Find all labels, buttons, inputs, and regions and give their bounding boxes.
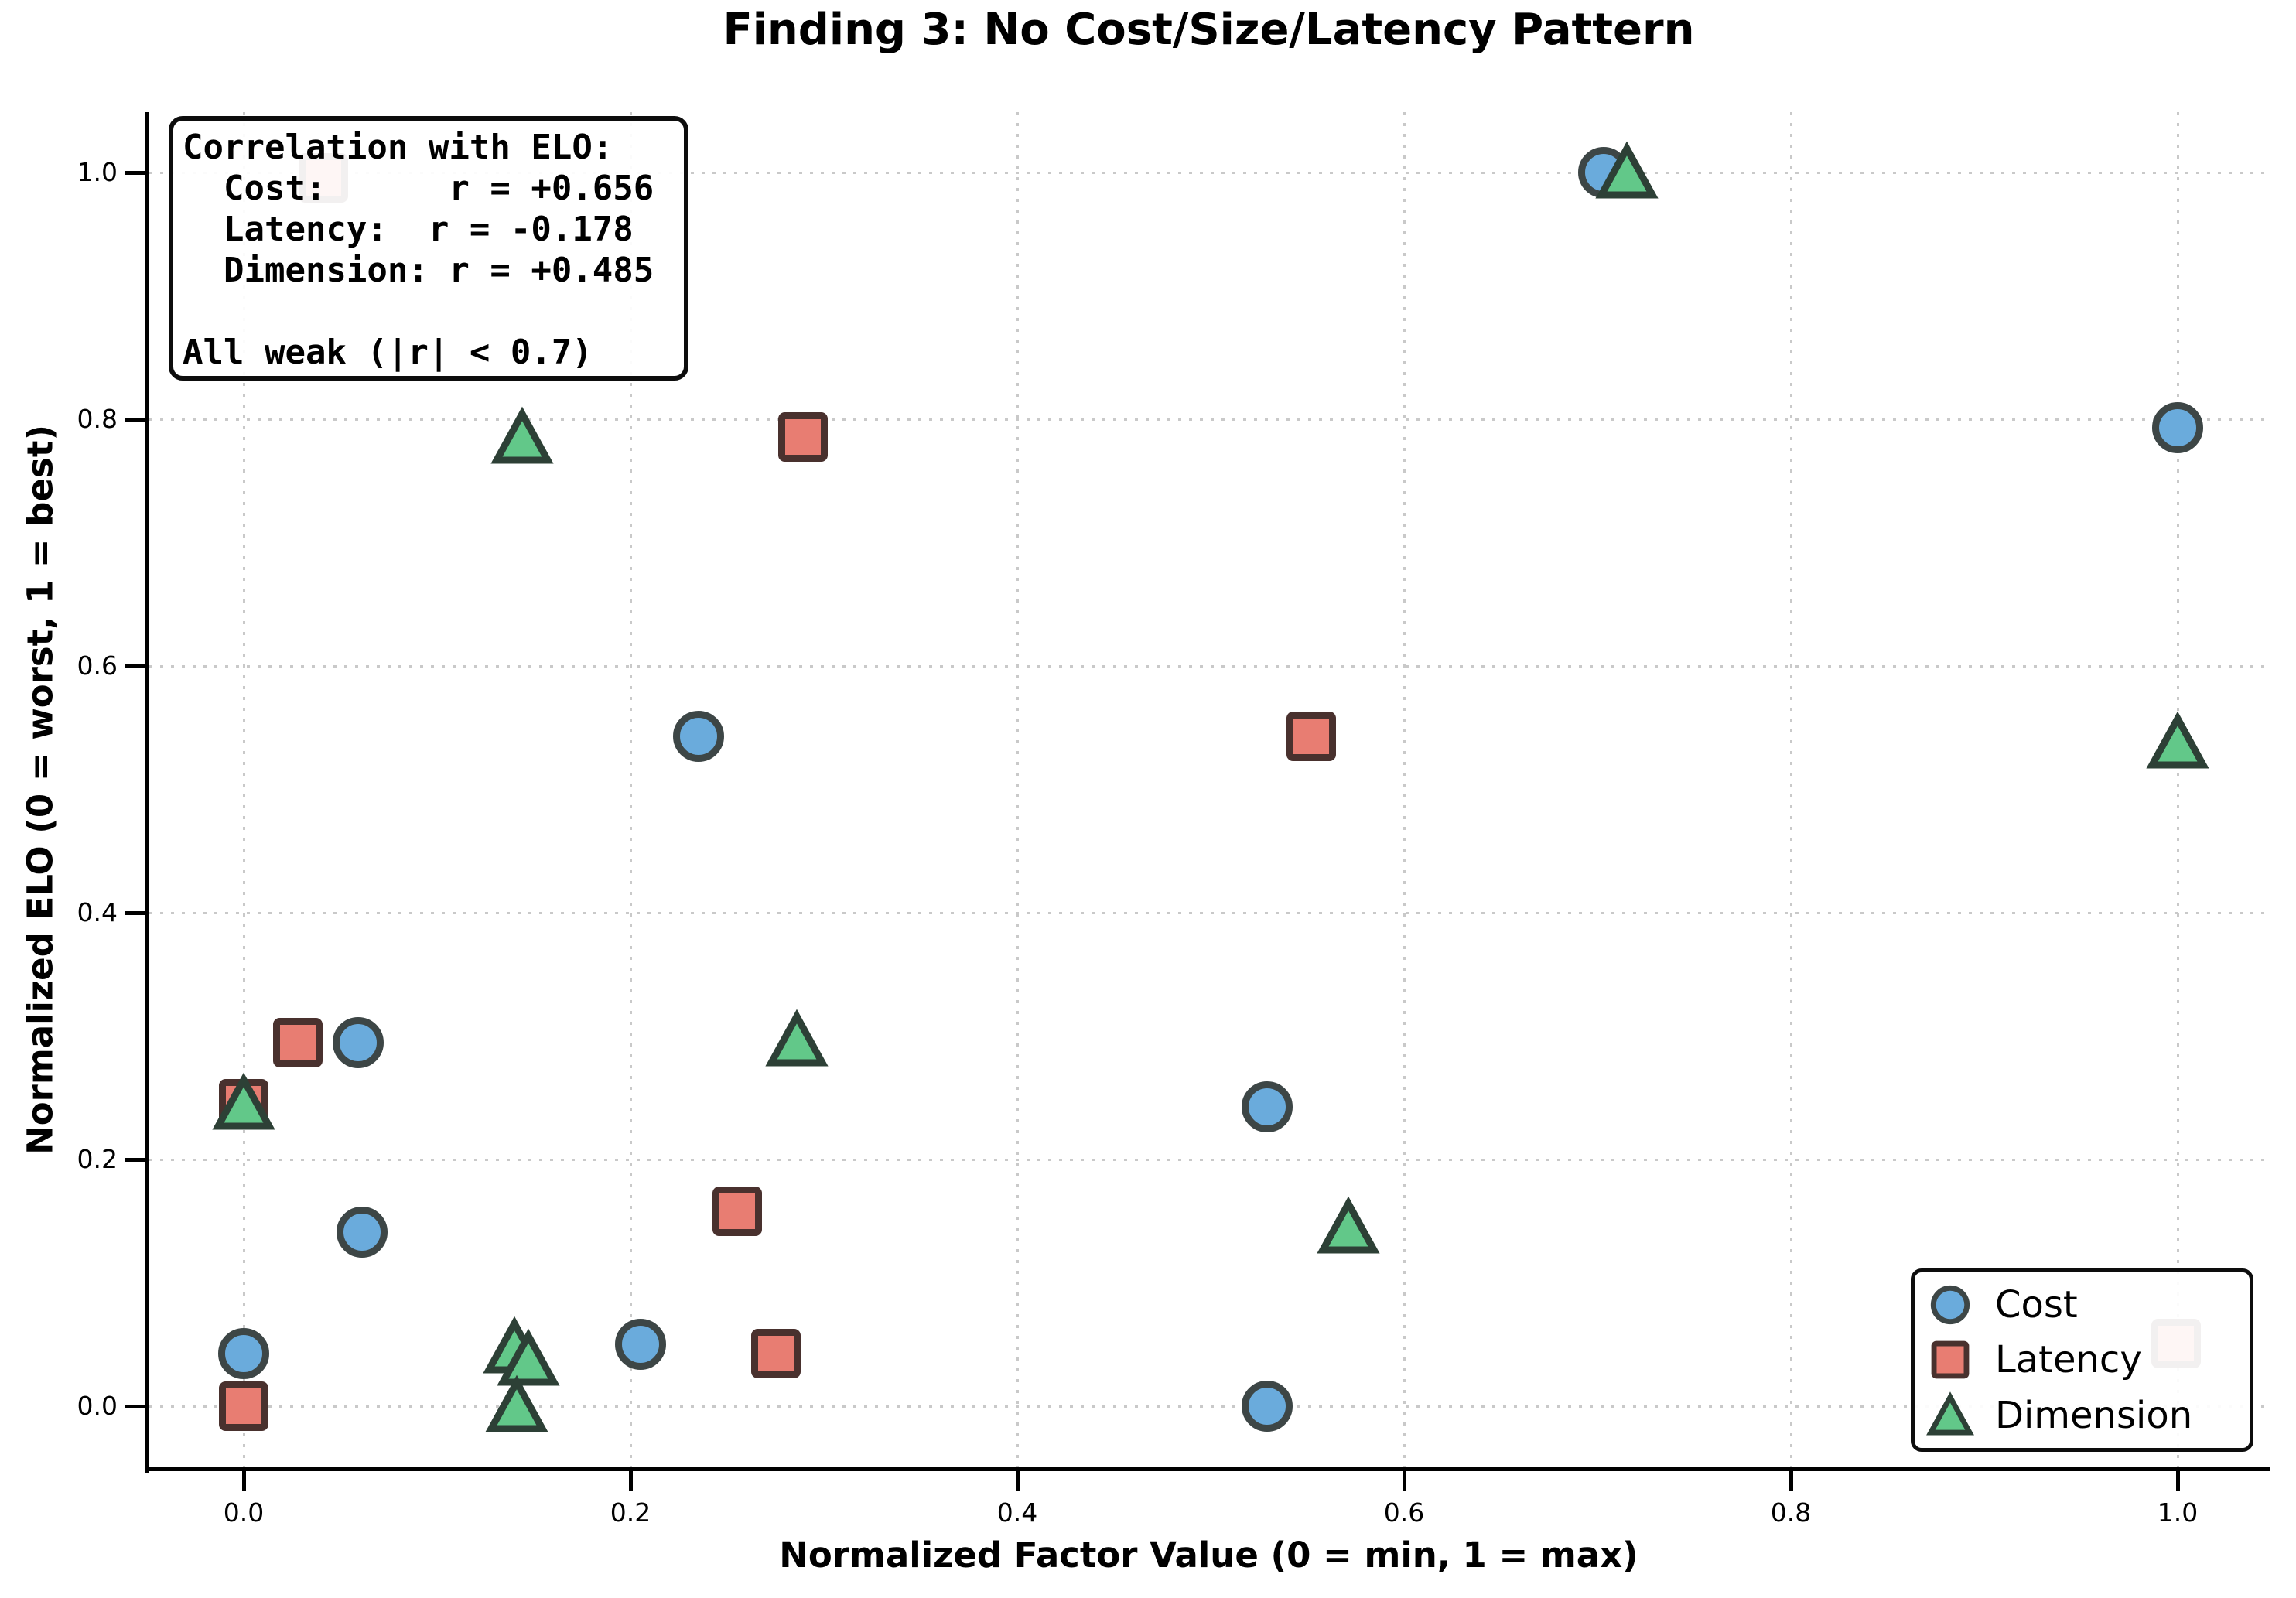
square-marker-icon	[1925, 1335, 1975, 1385]
legend-item-cost: Cost	[1925, 1280, 2239, 1330]
y-tick-mark	[125, 910, 145, 915]
data-point-dimension	[2145, 710, 2210, 778]
y-tick-label: 0.2	[77, 1144, 118, 1175]
legend-label: Cost	[1995, 1282, 2078, 1327]
data-point-dimension	[496, 1327, 561, 1395]
x-axis-label: Normalized Factor Value (0 = min, 1 = ma…	[779, 1535, 1638, 1576]
gridline-x	[1789, 112, 1792, 1468]
x-tick-mark	[1789, 1471, 1793, 1491]
data-point-cost	[666, 704, 731, 772]
x-tick-label: 0.2	[610, 1497, 651, 1528]
gridline-y	[149, 664, 2270, 668]
x-tick-label: 0.4	[996, 1497, 1038, 1528]
data-point-cost	[2145, 395, 2210, 463]
legend-item-latency: Latency	[1925, 1335, 2239, 1385]
legend-label: Dimension	[1995, 1394, 2193, 1438]
gridline-y	[149, 1158, 2270, 1161]
y-tick-label: 0.8	[77, 404, 118, 435]
data-point-latency	[265, 1010, 330, 1078]
gridline-x	[1016, 112, 1019, 1468]
data-point-cost	[608, 1312, 673, 1380]
x-axis-spine	[145, 1467, 2270, 1471]
x-tick-label: 0.6	[1383, 1497, 1425, 1528]
correlation-annotation-text: Correlation with ELO: Cost: r = +0.656 L…	[183, 128, 654, 372]
data-point-cost	[1235, 1374, 1300, 1442]
x-tick-mark	[628, 1471, 633, 1491]
data-point-latency	[770, 405, 835, 473]
circle-marker-icon	[1925, 1280, 1975, 1330]
data-point-latency	[211, 1374, 276, 1442]
data-point-dimension	[490, 405, 555, 473]
y-tick-label: 0.4	[77, 897, 118, 928]
triangle-marker-icon	[1925, 1391, 1975, 1440]
y-tick-label: 0.6	[77, 650, 118, 681]
data-point-latency	[1279, 704, 1344, 772]
data-point-cost	[211, 1321, 276, 1389]
data-point-latency	[743, 1321, 808, 1389]
gridline-y	[149, 1405, 2270, 1408]
x-tick-label: 0.8	[1770, 1497, 1812, 1528]
data-point-dimension	[764, 1008, 829, 1076]
y-tick-mark	[125, 417, 145, 422]
data-point-cost	[326, 1010, 391, 1078]
data-point-cost	[330, 1200, 395, 1268]
gridline-x	[1403, 112, 1406, 1468]
legend: Cost Latency Dimension	[1911, 1268, 2253, 1452]
y-axis-spine	[145, 112, 149, 1473]
x-tick-label: 0.0	[223, 1497, 265, 1528]
data-point-dimension	[211, 1071, 276, 1139]
y-axis-label: Normalized ELO (0 = worst, 1 = best)	[19, 425, 61, 1155]
gridline-y	[149, 418, 2270, 421]
x-tick-mark	[1402, 1471, 1406, 1491]
gridline-x	[629, 112, 632, 1468]
y-tick-mark	[125, 1404, 145, 1408]
x-tick-mark	[1015, 1471, 1020, 1491]
y-tick-label: 1.0	[77, 157, 118, 188]
legend-label: Latency	[1995, 1338, 2142, 1382]
y-tick-mark	[125, 1157, 145, 1162]
x-tick-mark	[241, 1471, 246, 1491]
legend-item-dimension: Dimension	[1925, 1391, 2239, 1440]
x-tick-label: 1.0	[2157, 1497, 2199, 1528]
chart-title: Finding 3: No Cost/Size/Latency Pattern	[723, 5, 1695, 55]
y-tick-mark	[125, 664, 145, 668]
data-point-dimension	[484, 1374, 549, 1442]
gridline-x	[242, 112, 245, 1468]
gridline-x	[2176, 112, 2179, 1468]
data-point-dimension	[1316, 1195, 1381, 1263]
x-tick-mark	[2175, 1471, 2180, 1491]
gridline-y	[149, 911, 2270, 914]
data-point-latency	[705, 1179, 770, 1247]
y-tick-mark	[125, 170, 145, 175]
correlation-annotation-box: Correlation with ELO: Cost: r = +0.656 L…	[169, 116, 688, 381]
gridline-y	[149, 171, 2270, 174]
data-point-dimension	[1594, 140, 1659, 208]
y-tick-label: 0.0	[77, 1391, 118, 1422]
data-point-cost	[1235, 1074, 1300, 1142]
